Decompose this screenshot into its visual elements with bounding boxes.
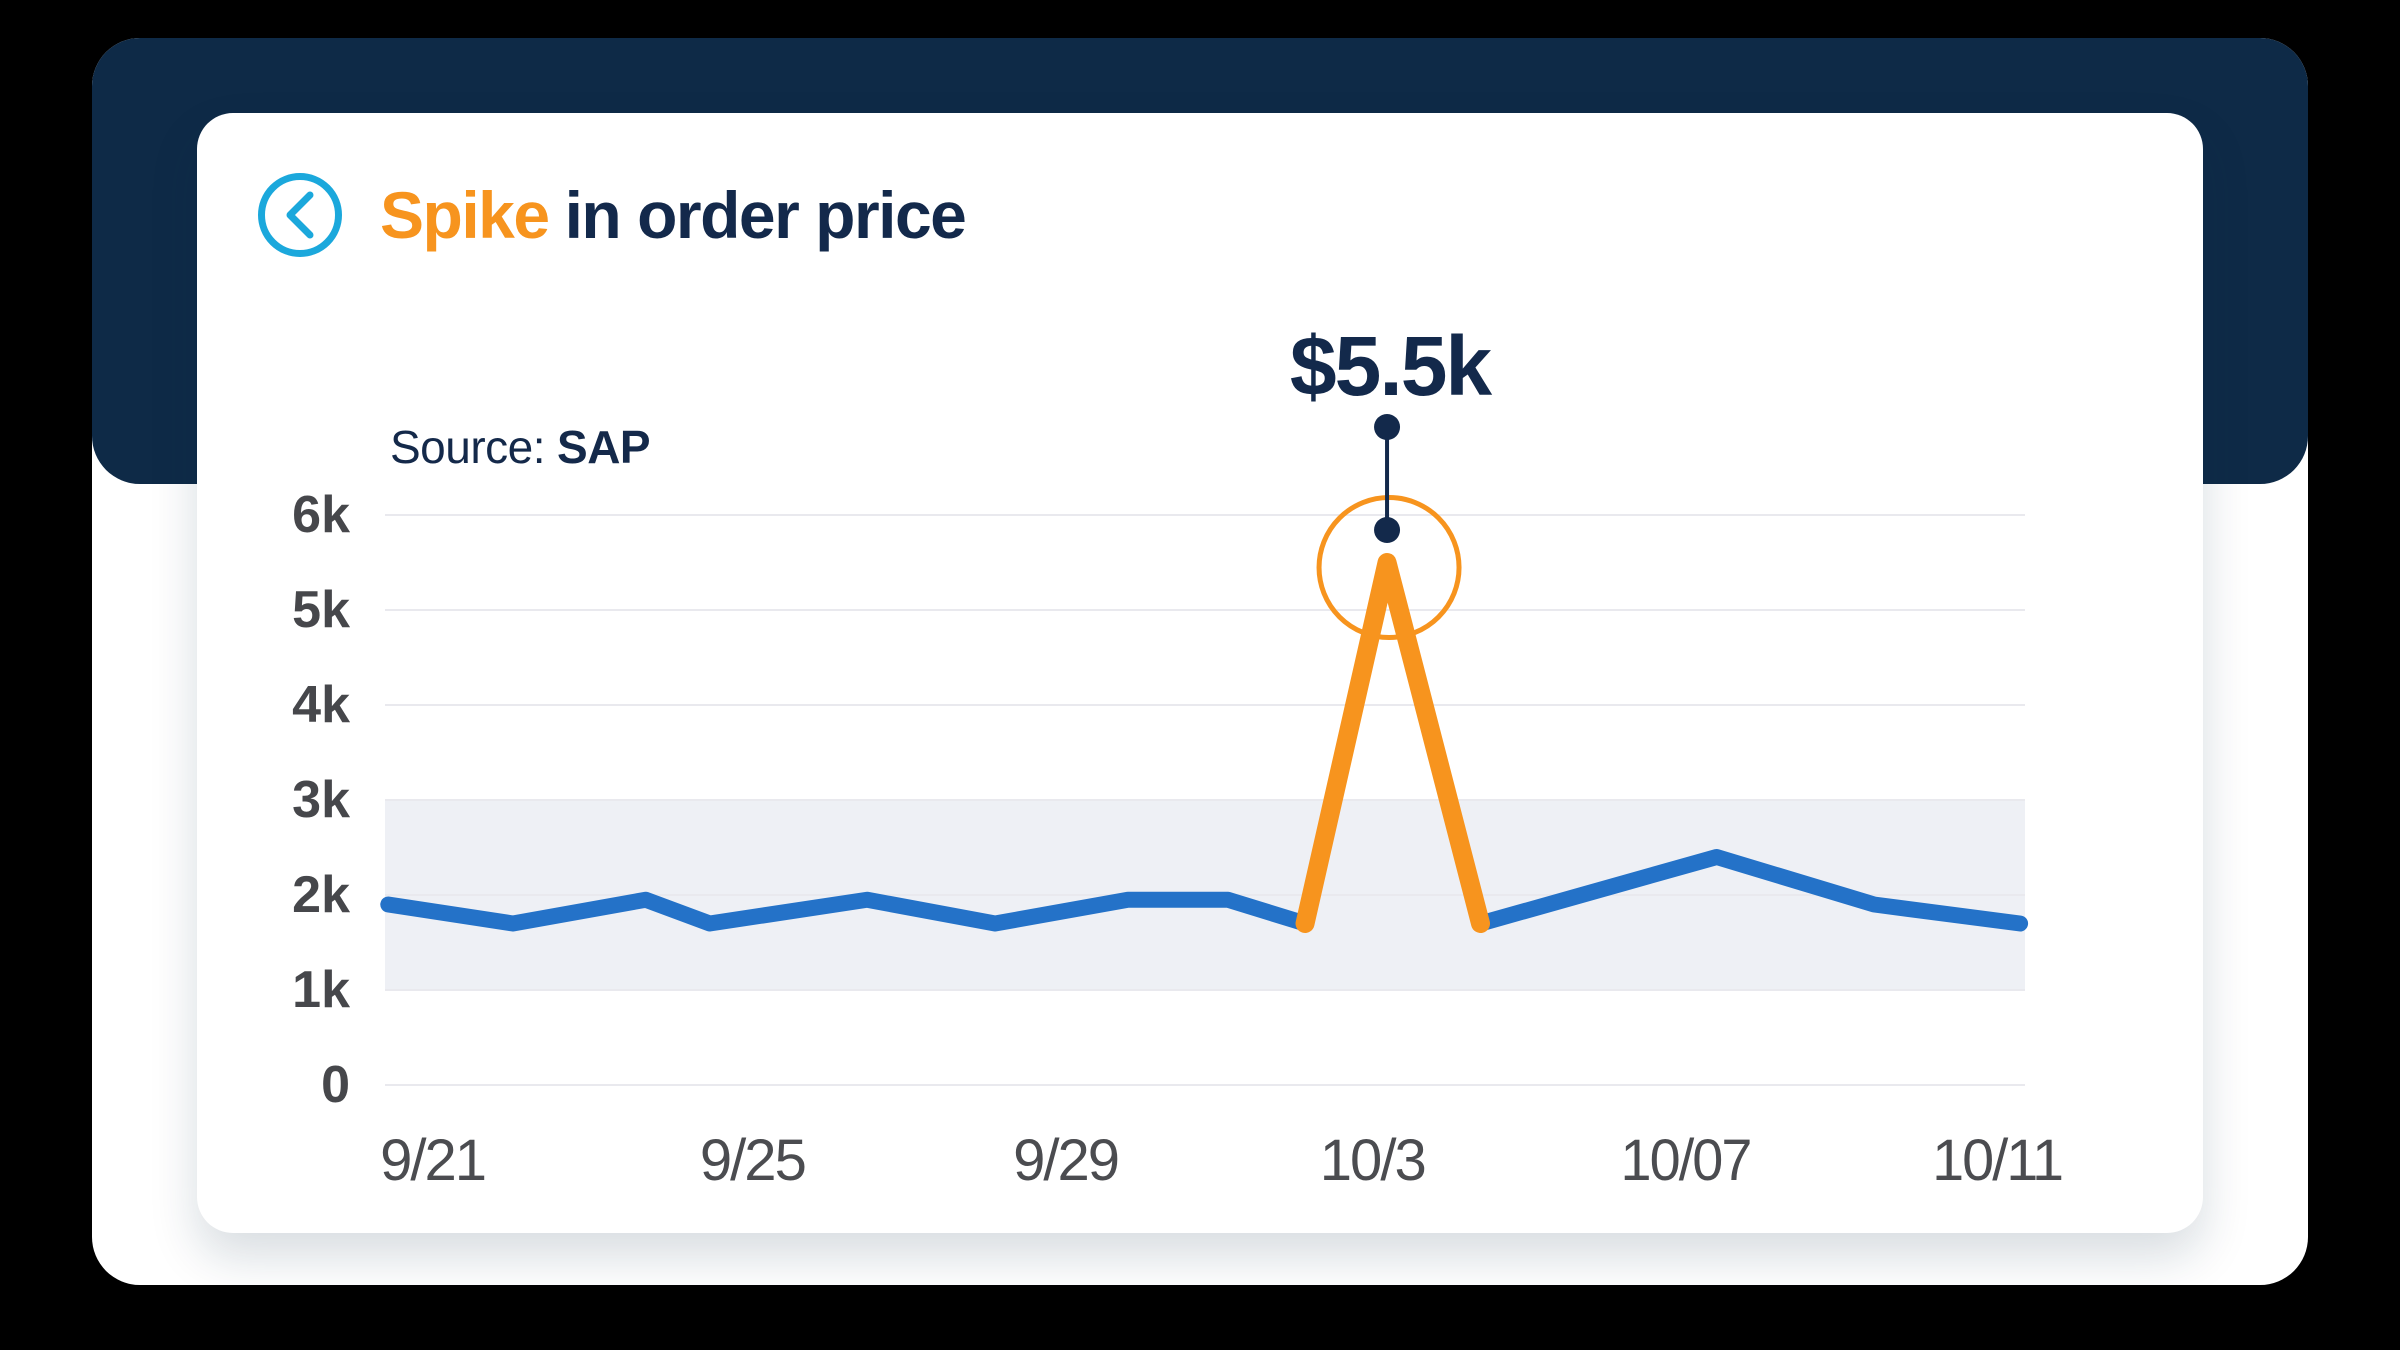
y-axis-tick-label: 0 <box>321 1056 350 1114</box>
x-axis-tick-label: 9/25 <box>700 1128 805 1193</box>
source-label: Source: <box>390 421 546 473</box>
y-axis-tick-label: 1k <box>292 961 350 1019</box>
page-title: Spike in order price <box>380 177 967 253</box>
spike-line <box>1295 553 1491 933</box>
y-axis-tick-label: 4k <box>292 676 350 734</box>
source-value: SAP <box>557 421 651 473</box>
callout-top-dot <box>1374 414 1401 440</box>
series-line-right <box>1472 849 2029 932</box>
x-axis-tick-label: 9/21 <box>380 1128 485 1193</box>
y-axis-tick-label: 6k <box>292 486 350 544</box>
spike-value-annotation: $5.5k <box>1290 319 1492 413</box>
y-axis-tick-label: 5k <box>292 581 350 639</box>
x-axis-tick-label: 10/3 <box>1320 1128 1425 1193</box>
spike-highlight-ring <box>1316 495 1462 640</box>
page-title-accent: Spike <box>380 178 550 252</box>
y-axis-tick-label: 2k <box>292 866 350 924</box>
callout-bottom-dot <box>1374 517 1401 543</box>
y-axis-tick-label: 3k <box>292 771 350 829</box>
source-line: Source: SAP <box>390 420 651 474</box>
x-axis-tick-label: 10/11 <box>1932 1128 2062 1193</box>
x-axis-tick-label: 9/29 <box>1013 1128 1118 1193</box>
chevron-left-icon <box>278 187 322 243</box>
x-axis-tick-label: 10/07 <box>1621 1128 1751 1193</box>
chart-card <box>197 113 2203 1233</box>
card-header: Spike in order price <box>258 173 967 257</box>
line-chart: 9/21 9/25 9/29 10/3 10/07 10/11 $5.5k <box>380 319 2064 1193</box>
series-line-left <box>380 891 1314 932</box>
back-button[interactable] <box>258 173 342 257</box>
page-title-rest: in order price <box>564 178 967 252</box>
y-axis-labels: 6k 5k 4k 3k 2k 1k 0 <box>200 0 350 1350</box>
